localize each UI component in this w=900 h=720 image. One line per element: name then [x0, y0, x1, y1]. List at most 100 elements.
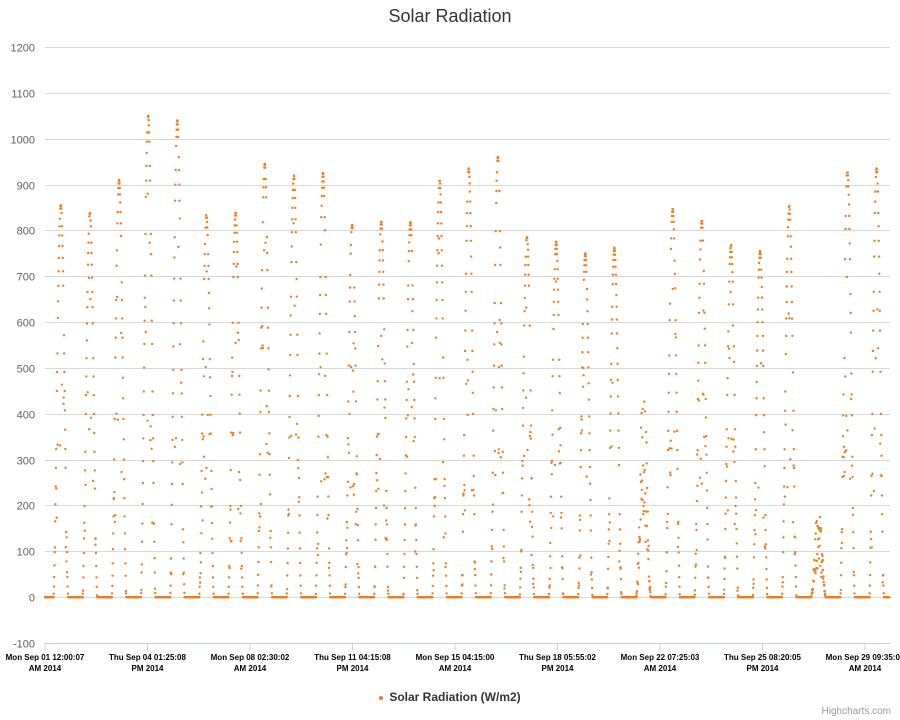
data-point [464, 309, 467, 312]
data-point [209, 432, 212, 435]
data-point [349, 252, 352, 255]
data-point [352, 390, 355, 393]
data-point [201, 357, 205, 361]
legend-item-solar-radiation[interactable]: Solar Radiation (W/m2) [0, 690, 900, 704]
data-point [727, 347, 731, 350]
data-point [375, 489, 378, 493]
data-point [286, 547, 289, 550]
data-point [200, 432, 204, 435]
data-point [83, 504, 86, 508]
data-point [703, 344, 707, 347]
data-point [814, 532, 817, 535]
data-point [556, 288, 560, 291]
data-point [317, 393, 321, 397]
data-point [868, 584, 871, 587]
data-point [144, 305, 147, 309]
data-point [618, 549, 621, 552]
data-point [576, 596, 580, 599]
data-point [349, 243, 353, 247]
data-point [841, 414, 845, 417]
data-point [84, 483, 87, 487]
data-point [356, 523, 359, 527]
data-point [528, 434, 532, 438]
data-point [872, 290, 875, 293]
data-point [62, 352, 66, 355]
data-point [672, 220, 675, 224]
data-point [64, 546, 68, 549]
data-point [113, 417, 116, 421]
data-point [114, 336, 117, 339]
data-point [821, 568, 825, 572]
y-tick-label: 800 [17, 226, 35, 238]
data-point [173, 445, 177, 449]
data-point [264, 241, 267, 244]
data-point [114, 298, 118, 302]
data-point [317, 542, 320, 546]
data-point [761, 334, 764, 338]
data-point [785, 285, 788, 288]
data-point [726, 393, 729, 397]
data-point [873, 255, 876, 258]
data-point [204, 226, 207, 229]
data-point [171, 438, 174, 442]
data-point [405, 455, 409, 458]
data-point [229, 504, 232, 508]
data-point [212, 585, 215, 588]
data-point [496, 156, 500, 160]
data-point [239, 478, 242, 482]
data-point [317, 435, 320, 438]
data-point [82, 576, 85, 579]
data-point [590, 571, 593, 574]
data-point [723, 567, 726, 570]
data-point [319, 243, 322, 246]
data-point [819, 564, 822, 568]
data-point [764, 528, 767, 532]
data-point [298, 547, 302, 550]
data-point [89, 225, 93, 228]
data-point [785, 270, 789, 274]
data-point [851, 506, 854, 510]
data-point [443, 438, 446, 441]
data-point [62, 402, 65, 405]
data-point [468, 190, 472, 193]
data-point [616, 347, 619, 350]
data-point [81, 589, 85, 592]
data-point [93, 450, 96, 453]
data-point [404, 489, 407, 493]
x-tick-label-line2: PM 2014 [131, 664, 164, 673]
data-point [235, 231, 238, 234]
data-point [326, 393, 329, 397]
data-point [174, 183, 177, 186]
data-point [522, 355, 525, 358]
data-point [606, 567, 610, 570]
data-point [500, 322, 503, 325]
data-point [842, 445, 846, 448]
data-point [524, 396, 528, 399]
data-point [181, 438, 184, 442]
data-point [233, 240, 236, 243]
data-point [148, 131, 151, 134]
data-point [526, 243, 529, 246]
data-point [434, 397, 437, 400]
data-point [178, 343, 182, 346]
data-point [324, 293, 328, 297]
data-point [641, 464, 645, 467]
data-point [697, 344, 700, 347]
data-point [704, 445, 707, 448]
data-point [316, 531, 319, 534]
data-point [586, 310, 589, 313]
data-point [792, 464, 795, 467]
data-point [56, 443, 59, 446]
data-point [233, 218, 237, 221]
data-point [93, 431, 96, 435]
data-point [548, 586, 551, 589]
data-point [322, 180, 325, 183]
data-point [380, 220, 383, 224]
data-point [791, 521, 795, 524]
data-point [288, 415, 291, 419]
data-point [55, 516, 58, 519]
credits-link[interactable]: Highcharts.com [821, 706, 891, 717]
data-point [349, 486, 352, 489]
data-point [90, 241, 93, 244]
data-point [590, 556, 593, 559]
